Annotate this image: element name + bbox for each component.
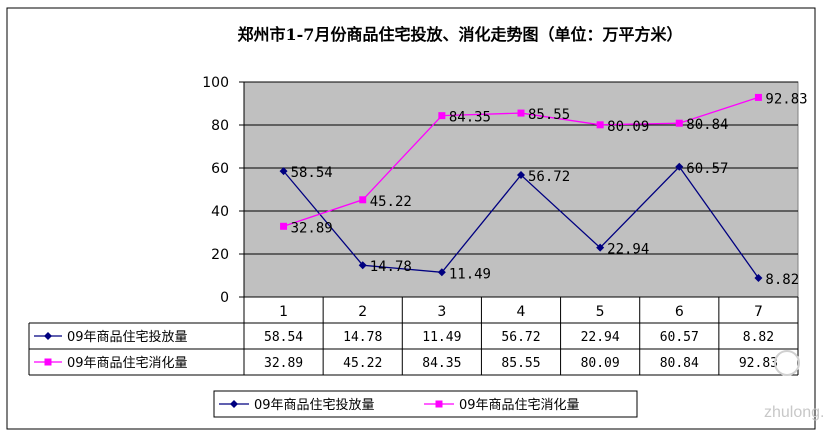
data-label: 45.22 bbox=[370, 194, 412, 210]
data-point bbox=[359, 196, 367, 204]
x-category-label: 7 bbox=[754, 304, 763, 320]
table-cell: 56.72 bbox=[501, 330, 540, 345]
data-label: 22.94 bbox=[607, 242, 649, 258]
data-label: 32.89 bbox=[291, 220, 333, 236]
data-label: 8.82 bbox=[765, 272, 799, 288]
y-tick-label: 100 bbox=[202, 75, 229, 91]
table-cell: 11.49 bbox=[422, 330, 461, 345]
data-label: 60.57 bbox=[686, 161, 728, 177]
legend-entry-label: 09年商品住宅消化量 bbox=[459, 398, 580, 413]
series-key-marker bbox=[44, 358, 52, 366]
watermark: zhulong.com bbox=[764, 350, 823, 421]
data-label: 84.35 bbox=[449, 110, 491, 126]
data-label: 11.49 bbox=[449, 266, 491, 282]
x-category-label: 5 bbox=[596, 304, 605, 320]
table-cell: 8.82 bbox=[743, 330, 774, 345]
data-point bbox=[517, 171, 525, 180]
table-cell: 22.94 bbox=[581, 330, 620, 345]
y-tick-label: 60 bbox=[211, 161, 229, 177]
x-category-label: 4 bbox=[517, 304, 526, 320]
data-label: 85.55 bbox=[528, 107, 570, 123]
data-point bbox=[358, 261, 367, 270]
x-category-label: 6 bbox=[675, 304, 684, 320]
plot-area bbox=[243, 81, 799, 298]
y-tick-label: 20 bbox=[211, 247, 229, 263]
legend-key-marker bbox=[230, 400, 238, 408]
data-point bbox=[675, 162, 684, 171]
data-label: 14.78 bbox=[370, 259, 412, 275]
data-label: 58.54 bbox=[291, 165, 333, 181]
chart-title: 郑州市1-7月份商品住宅投放、消化走势图（单位：万平方米） bbox=[238, 25, 683, 44]
data-label: 80.09 bbox=[607, 119, 649, 135]
table-cell: 85.55 bbox=[501, 356, 540, 371]
data-point bbox=[438, 112, 446, 120]
y-tick-label: 40 bbox=[211, 204, 229, 220]
data-point bbox=[596, 243, 605, 252]
data-label: 56.72 bbox=[528, 169, 570, 185]
series-name: 09年商品住宅消化量 bbox=[67, 356, 188, 371]
table-cell: 92.83 bbox=[739, 356, 778, 371]
table-cell: 80.09 bbox=[581, 356, 620, 371]
table-cell: 14.78 bbox=[343, 330, 382, 345]
table-cell: 60.57 bbox=[660, 330, 699, 345]
y-tick-label: 0 bbox=[220, 290, 229, 306]
data-point bbox=[675, 119, 683, 127]
table-cell: 80.84 bbox=[660, 356, 699, 371]
y-tick-label: 80 bbox=[211, 118, 229, 134]
table-cell: 32.89 bbox=[264, 356, 303, 371]
data-point bbox=[437, 268, 446, 277]
data-point bbox=[279, 167, 288, 176]
x-category-label: 1 bbox=[279, 304, 288, 320]
series-key-marker bbox=[44, 332, 52, 340]
series-name: 09年商品住宅投放量 bbox=[67, 329, 188, 345]
data-point bbox=[280, 222, 288, 230]
data-point bbox=[596, 121, 604, 129]
x-category-label: 3 bbox=[437, 304, 446, 320]
watermark-text: zhulong.com bbox=[764, 404, 823, 421]
table-cell: 45.22 bbox=[343, 356, 382, 371]
data-point bbox=[754, 274, 763, 283]
data-point bbox=[517, 109, 525, 117]
data-point bbox=[754, 93, 762, 101]
data-label: 80.84 bbox=[686, 117, 728, 133]
x-category-label: 2 bbox=[358, 304, 367, 320]
data-label: 92.83 bbox=[765, 91, 807, 107]
table-cell: 84.35 bbox=[422, 356, 461, 371]
table-cell: 58.54 bbox=[264, 330, 303, 345]
legend-key-marker bbox=[435, 400, 443, 408]
legend-entry-label: 09年商品住宅投放量 bbox=[254, 397, 375, 413]
